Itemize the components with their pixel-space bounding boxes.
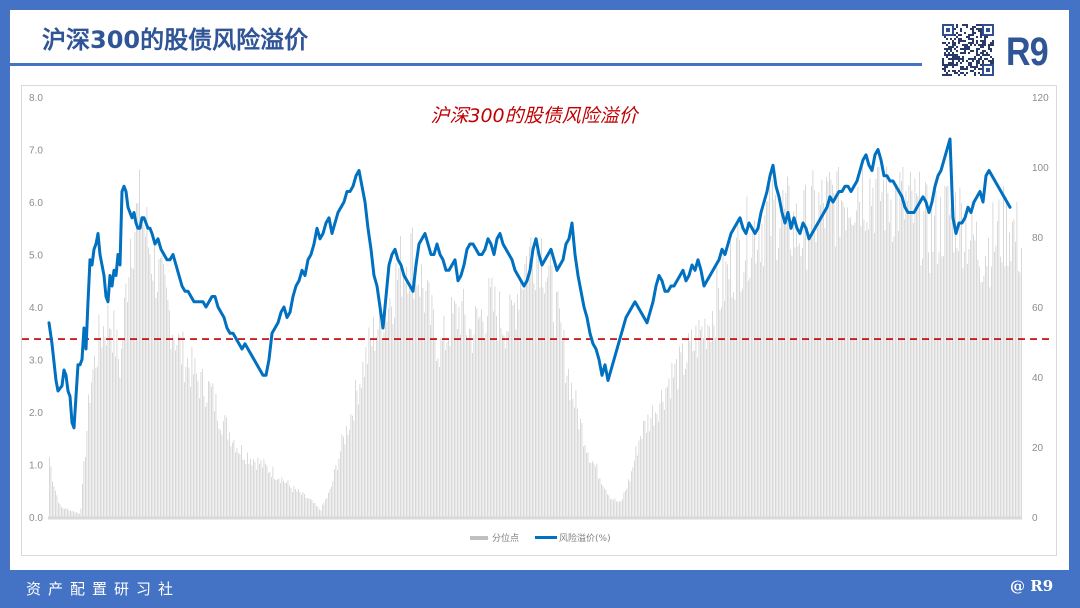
- right-axis-tick: 120: [1032, 93, 1049, 104]
- page-title: 沪深300的股债风险溢价: [42, 26, 309, 54]
- left-axis-tick: 6.0: [29, 198, 43, 209]
- percentile-bars: [49, 167, 1022, 518]
- footer-handle: @ R9: [1010, 577, 1054, 595]
- left-axis-tick: 1.0: [29, 461, 43, 472]
- legend-swatch-bars: [470, 536, 488, 540]
- qr-code-icon: [940, 22, 996, 78]
- left-axis-tick: 2.0: [29, 408, 43, 419]
- left-axis-tick: 7.0: [29, 146, 43, 157]
- chart-title: 沪深300的股债风险溢价: [430, 105, 639, 127]
- risk-premium-line: [47, 137, 1012, 430]
- right-axis-tick: 80: [1032, 233, 1044, 244]
- legend-label-line: 风险溢价(%): [559, 532, 611, 544]
- legend-label-bars: 分位点: [492, 532, 519, 544]
- right-axis-tick: 0: [1032, 513, 1038, 524]
- right-axis-tick: 40: [1032, 373, 1044, 384]
- legend: 分位点 风险溢价(%): [470, 532, 611, 544]
- right-y-axis: 0 20 40 60 80 100 120: [1032, 93, 1049, 524]
- left-axis-tick: 5.0: [29, 251, 43, 262]
- brand-logo: R9: [1006, 30, 1049, 74]
- left-axis-tick: 8.0: [29, 93, 43, 104]
- footer-org-name: 资产配置研习社: [26, 580, 181, 598]
- left-axis-tick: 3.0: [29, 356, 43, 367]
- right-axis-tick: 60: [1032, 303, 1044, 314]
- left-y-axis: 0.0 1.0 2.0 3.0 4.0 5.0 6.0 7.0 8.0: [29, 93, 43, 524]
- right-axis-tick: 20: [1032, 443, 1044, 454]
- title-divider: [10, 63, 922, 66]
- left-axis-tick: 4.0: [29, 303, 43, 314]
- legend-swatch-line: [535, 536, 557, 539]
- right-axis-tick: 100: [1032, 163, 1049, 174]
- left-axis-tick: 0.0: [29, 513, 43, 524]
